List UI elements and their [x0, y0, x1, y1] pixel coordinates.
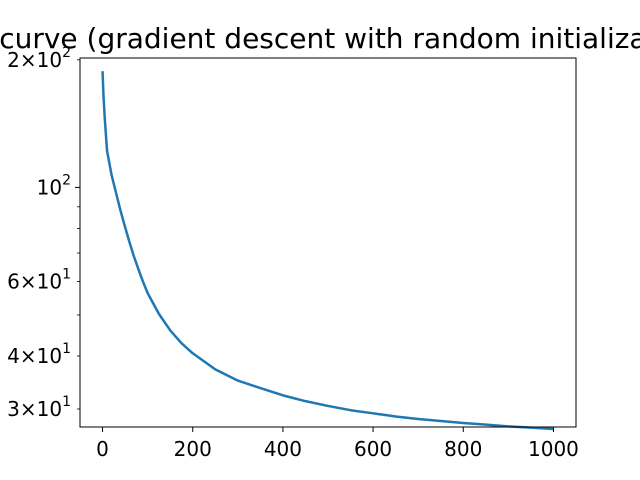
y-tick-coefficient: 3	[7, 397, 20, 421]
y-tick-label: 3×101	[7, 394, 71, 421]
y-tick-label: 6×101	[7, 266, 71, 293]
plot-area	[101, 71, 554, 431]
y-tick-exponent: 1	[62, 341, 71, 357]
y-tick-exponent: 1	[62, 394, 71, 410]
y-tick-exponent: 2	[62, 45, 71, 61]
y-tick-base: 10	[37, 175, 62, 199]
y-tick-times-sign: ×	[20, 48, 37, 72]
y-tick-times-sign: ×	[20, 269, 37, 293]
y-tick-exponent: 1	[62, 266, 71, 282]
plot-frame	[79, 57, 577, 428]
y-tick-base: 10	[37, 48, 62, 72]
x-tick-label: 1000	[528, 437, 579, 461]
series-line-0	[101, 71, 554, 431]
x-tick-label: 0	[96, 437, 109, 461]
y-tick-label: 2×102	[7, 45, 71, 72]
y-tick-label: 102	[37, 172, 71, 199]
y-tick-label: 4×101	[7, 341, 71, 368]
y-tick-base: 10	[37, 397, 62, 421]
x-tick-label: 600	[354, 437, 392, 461]
x-tick-label: 800	[444, 437, 482, 461]
y-tick-times-sign: ×	[20, 344, 37, 368]
x-tick-label: 400	[264, 437, 302, 461]
x-tick-label: 200	[174, 437, 212, 461]
y-tick-exponent: 2	[62, 172, 71, 188]
y-tick-coefficient: 4	[7, 344, 20, 368]
y-tick-times-sign: ×	[20, 397, 37, 421]
y-tick-base: 10	[37, 344, 62, 368]
y-tick-coefficient: 6	[7, 269, 20, 293]
y-tick-coefficient: 2	[7, 48, 20, 72]
chart-title: Loss curve (gradient descent with random…	[0, 22, 640, 55]
y-tick-base: 10	[37, 269, 62, 293]
